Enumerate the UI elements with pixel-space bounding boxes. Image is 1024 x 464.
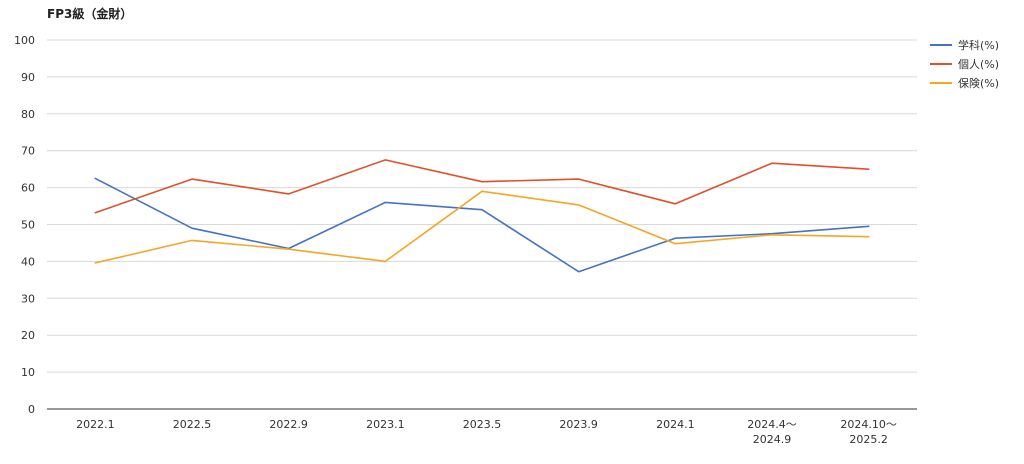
grid xyxy=(47,39,917,373)
legend: 学科(%) 個人(%) 保険(%) xyxy=(930,38,999,90)
y-tick-label: 90 xyxy=(21,71,35,84)
y-tick-label: 0 xyxy=(28,403,35,416)
y-tick-label: 30 xyxy=(21,292,35,305)
x-tick-label: 2025.2 xyxy=(849,433,888,446)
y-tick-label: 20 xyxy=(21,329,35,342)
series-line-2 xyxy=(94,190,870,264)
series-line-0 xyxy=(94,177,870,273)
x-tick-label: 2022.1 xyxy=(76,418,115,431)
x-tick-label: 2024.1 xyxy=(656,418,695,431)
y-tick-label: 100 xyxy=(14,34,35,47)
legend-label: 学科(%) xyxy=(958,38,999,52)
y-tick-label: 80 xyxy=(21,108,35,121)
x-tick-label: 2023.1 xyxy=(366,418,405,431)
y-axis-ticks: 0 10 20 30 40 50 60 70 80 90 100 xyxy=(14,34,35,416)
chart-title: FP3級（金財） xyxy=(47,6,132,21)
x-axis-ticks: 2022.1 2022.5 2022.9 2023.1 2023.5 2023.9 2024… xyxy=(76,418,897,446)
x-tick-label: 2024.9 xyxy=(753,433,792,446)
x-tick-label: 2024.10～ xyxy=(840,418,897,431)
x-tick-label: 2023.5 xyxy=(463,418,502,431)
y-tick-label: 10 xyxy=(21,366,35,379)
x-tick-label: 2024.4～ xyxy=(747,418,797,431)
y-tick-label: 50 xyxy=(21,219,35,232)
series-line-1 xyxy=(94,159,870,214)
legend-label: 保険(%) xyxy=(958,76,999,90)
series-lines xyxy=(94,159,870,273)
x-tick-label: 2022.5 xyxy=(173,418,212,431)
x-tick-label: 2022.9 xyxy=(269,418,308,431)
y-tick-label: 40 xyxy=(21,255,35,268)
y-tick-label: 70 xyxy=(21,145,35,158)
legend-label: 個人(%) xyxy=(958,58,999,71)
x-tick-label: 2023.9 xyxy=(559,418,598,431)
y-tick-label: 60 xyxy=(21,182,35,195)
